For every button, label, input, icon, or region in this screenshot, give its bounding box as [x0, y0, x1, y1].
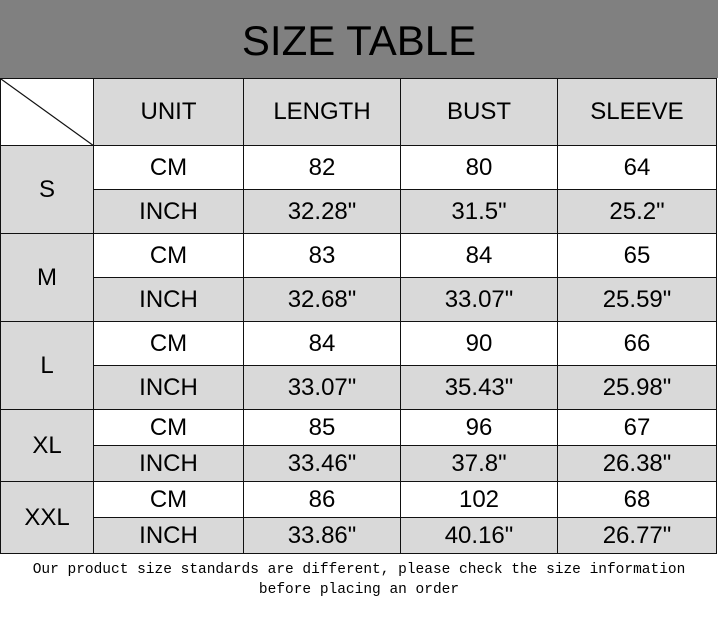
- length-cell: 32.28": [243, 189, 401, 234]
- table-row: S CM 82 80 64: [0, 145, 717, 234]
- size-label: XXL: [0, 481, 94, 554]
- header-row: UNIT LENGTH BUST SLEEVE: [0, 78, 717, 146]
- length-cell: 33.86": [243, 517, 401, 554]
- header-bust: BUST: [400, 78, 558, 146]
- unit-cell: INCH: [93, 517, 244, 554]
- sleeve-cell: 26.38": [557, 445, 717, 482]
- sleeve-cell: 65: [557, 233, 717, 278]
- unit-cell: INCH: [93, 445, 244, 482]
- sleeve-cell: 68: [557, 481, 717, 518]
- footer-line: Our product size standards are different…: [32, 562, 686, 578]
- size-label: XL: [0, 409, 94, 482]
- sleeve-cell: 25.2": [557, 189, 717, 234]
- length-cell: 83: [243, 233, 401, 278]
- unit-cell: CM: [93, 321, 244, 366]
- bust-cell: 84: [400, 233, 558, 278]
- footer-line: before placing an order: [258, 582, 460, 598]
- size-label: M: [0, 233, 94, 322]
- bust-cell: 31.5": [400, 189, 558, 234]
- length-cell: 32.68": [243, 277, 401, 322]
- sleeve-cell: 25.59": [557, 277, 717, 322]
- page-title: SIZE TABLE: [0, 0, 718, 78]
- diagonal-line: [1, 79, 94, 146]
- table-row: INCH 33.07" 35.43" 25.98": [1, 365, 717, 410]
- footer-note: Our product size standards are different…: [0, 560, 718, 600]
- bust-cell: 33.07": [400, 277, 558, 322]
- sleeve-cell: 66: [557, 321, 717, 366]
- table-row: XL CM 85 96 67: [0, 409, 717, 482]
- corner-cell: [0, 78, 94, 146]
- size-table: UNIT LENGTH BUST SLEEVE S CM 82 80 64 INCH 32.…: [0, 78, 717, 554]
- size-label: S: [0, 145, 94, 234]
- bust-cell: 102: [400, 481, 558, 518]
- header-sleeve: SLEEVE: [557, 78, 717, 146]
- table-row: L CM 84 90 66: [0, 321, 717, 410]
- sleeve-cell: 26.77": [557, 517, 717, 554]
- table-row: INCH 32.68" 33.07" 25.59": [1, 277, 717, 322]
- unit-cell: CM: [93, 233, 244, 278]
- size-label: L: [0, 321, 94, 410]
- length-cell: 33.07": [243, 365, 401, 410]
- sleeve-cell: 25.98": [557, 365, 717, 410]
- length-cell: 84: [243, 321, 401, 366]
- length-cell: 85: [243, 409, 401, 446]
- bust-cell: 96: [400, 409, 558, 446]
- header-length: LENGTH: [243, 78, 401, 146]
- sleeve-cell: 64: [557, 145, 717, 190]
- unit-cell: INCH: [93, 365, 244, 410]
- unit-cell: INCH: [93, 277, 244, 322]
- bust-cell: 35.43": [400, 365, 558, 410]
- bust-cell: 80: [400, 145, 558, 190]
- unit-cell: INCH: [93, 189, 244, 234]
- header-unit: UNIT: [93, 78, 244, 146]
- unit-cell: CM: [93, 481, 244, 518]
- unit-cell: CM: [93, 409, 244, 446]
- sleeve-cell: 67: [557, 409, 717, 446]
- table-row: INCH 33.86" 40.16" 26.77": [1, 517, 717, 554]
- bust-cell: 90: [400, 321, 558, 366]
- table-row: M CM 83 84 65: [0, 233, 717, 322]
- table-row: INCH 33.46" 37.8" 26.38": [1, 445, 717, 482]
- bust-cell: 40.16": [400, 517, 558, 554]
- table-row: INCH 32.28" 31.5" 25.2": [1, 189, 717, 234]
- length-cell: 82: [243, 145, 401, 190]
- unit-cell: CM: [93, 145, 244, 190]
- length-cell: 33.46": [243, 445, 401, 482]
- bust-cell: 37.8": [400, 445, 558, 482]
- table-row: XXL CM 86 102 68: [0, 481, 717, 554]
- length-cell: 86: [243, 481, 401, 518]
